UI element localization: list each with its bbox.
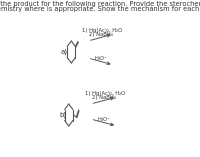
Text: 1) Hg(Ac)₂, H₂O: 1) Hg(Ac)₂, H₂O (82, 28, 122, 33)
Text: 1) Hg(Ac)₂, H₂O: 1) Hg(Ac)₂, H₂O (85, 91, 125, 96)
Text: 2) NaBH₄: 2) NaBH₄ (89, 32, 113, 37)
Text: H₃O⁺: H₃O⁺ (97, 117, 110, 122)
Text: a): a) (61, 49, 68, 55)
Text: H₃O⁺: H₃O⁺ (94, 56, 107, 61)
Text: 2) NaBH₄: 2) NaBH₄ (92, 95, 116, 100)
Text: regiochemistry where is appropriate. Show the mechanism for each reaction: regiochemistry where is appropriate. Sho… (0, 5, 200, 11)
Text: 3. Provide the product for the following reaction. Provide the sterochemistry an: 3. Provide the product for the following… (0, 1, 200, 7)
Text: b): b) (59, 112, 66, 118)
